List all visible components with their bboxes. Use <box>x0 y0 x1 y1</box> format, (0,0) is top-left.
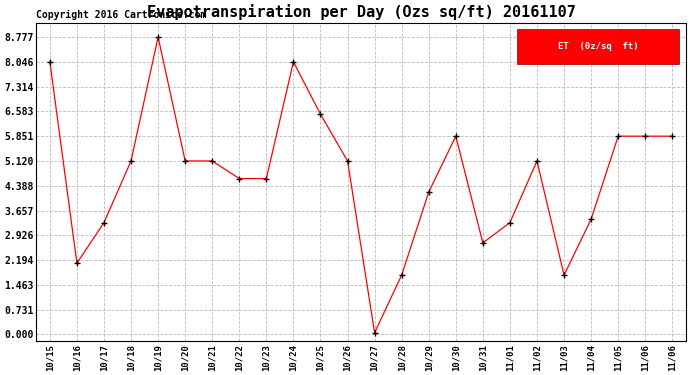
FancyBboxPatch shape <box>517 29 680 64</box>
Text: ET  (0z/sq  ft): ET (0z/sq ft) <box>558 42 638 51</box>
Text: Copyright 2016 Cartronics.com: Copyright 2016 Cartronics.com <box>37 9 207 20</box>
Title: Evapotranspiration per Day (Ozs sq/ft) 20161107: Evapotranspiration per Day (Ozs sq/ft) 2… <box>147 4 575 20</box>
